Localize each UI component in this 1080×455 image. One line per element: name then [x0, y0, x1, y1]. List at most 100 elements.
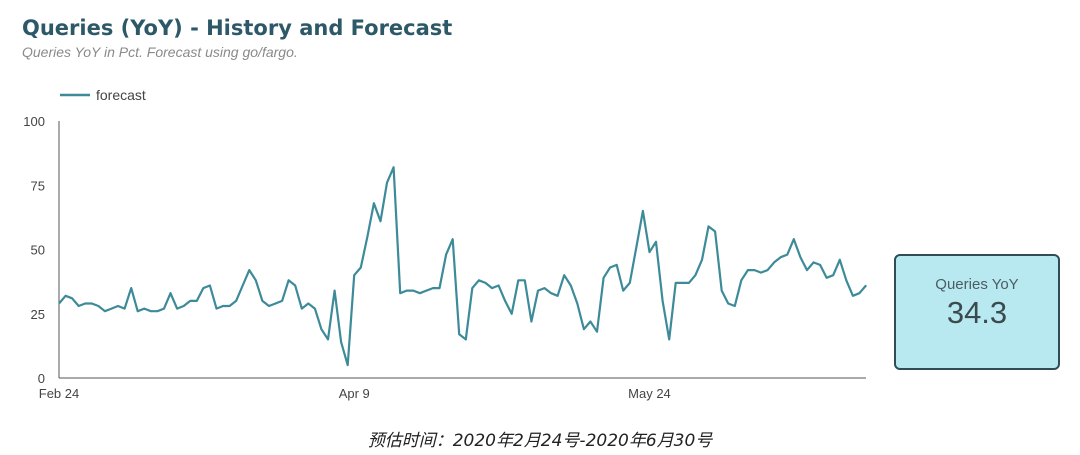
data-point	[242, 284, 244, 287]
data-point	[156, 310, 158, 312]
data-point	[616, 264, 618, 266]
data-point	[865, 284, 867, 287]
data-point	[78, 305, 80, 307]
data-point	[550, 292, 552, 294]
data-point	[701, 259, 703, 261]
data-point	[603, 277, 605, 279]
data-point	[799, 256, 802, 258]
data-point	[714, 230, 716, 233]
data-point	[124, 308, 126, 310]
data-point	[740, 279, 742, 281]
data-point	[675, 282, 677, 284]
data-point	[465, 338, 467, 340]
x-tick-label: May 24	[628, 386, 671, 401]
data-point	[773, 261, 775, 263]
series-line-forecast	[58, 166, 867, 367]
data-point	[353, 274, 355, 276]
data-point	[832, 274, 834, 276]
data-point	[117, 305, 119, 307]
data-point	[570, 284, 572, 287]
data-point	[261, 300, 263, 302]
data-point	[294, 284, 296, 287]
data-point	[609, 266, 611, 269]
data-point	[557, 295, 559, 297]
data-point	[196, 300, 198, 302]
data-point	[727, 302, 729, 305]
data-point	[819, 264, 821, 266]
data-point	[596, 331, 598, 333]
data-point	[412, 290, 414, 292]
data-point	[629, 282, 631, 284]
data-point	[235, 300, 237, 302]
data-point	[438, 287, 441, 289]
data-point	[347, 364, 349, 366]
data-point	[648, 251, 651, 253]
data-point	[406, 290, 408, 292]
data-point	[576, 302, 578, 305]
data-point	[767, 269, 769, 271]
data-point	[793, 238, 795, 240]
x-tick-label: Apr 9	[339, 386, 370, 401]
data-point	[688, 282, 690, 284]
scorecard-value: 34.3	[946, 295, 1008, 330]
data-point	[484, 282, 487, 284]
data-point	[91, 302, 93, 305]
data-point	[366, 236, 368, 238]
y-tick-label: 0	[38, 371, 45, 386]
data-point	[681, 282, 683, 284]
legend-label-forecast: forecast	[96, 87, 146, 103]
data-point	[655, 241, 657, 243]
data-point	[169, 292, 172, 294]
data-point	[589, 320, 592, 323]
data-point	[301, 308, 303, 310]
data-point	[419, 292, 421, 294]
data-point	[176, 308, 178, 310]
chart-title: Queries (YoY) - History and Forecast	[22, 16, 453, 40]
data-point	[97, 305, 99, 307]
data-point	[517, 279, 519, 281]
data-point	[71, 297, 73, 299]
data-point	[222, 305, 224, 307]
data-point	[504, 300, 506, 302]
data-point	[498, 284, 500, 287]
data-point	[340, 341, 342, 343]
data-point	[511, 313, 513, 315]
data-point	[839, 259, 841, 261]
data-point	[334, 290, 336, 292]
data-point	[826, 277, 828, 279]
data-point	[281, 300, 283, 302]
data-point	[163, 308, 165, 310]
data-point	[379, 220, 382, 222]
data-point	[858, 292, 861, 294]
data-point	[786, 254, 788, 256]
data-point	[386, 182, 388, 184]
data-point	[524, 279, 526, 281]
x-axis: Feb 24 Apr 9 May 24	[39, 377, 866, 401]
data-point	[445, 254, 447, 256]
data-point	[622, 290, 624, 292]
data-point	[137, 310, 139, 312]
data-point	[209, 284, 211, 287]
data-point	[668, 338, 670, 340]
data-point	[274, 302, 277, 305]
data-point	[458, 333, 460, 335]
data-point	[635, 246, 638, 248]
y-tick-label: 50	[31, 243, 45, 258]
data-point	[150, 310, 152, 312]
data-point	[721, 290, 723, 292]
data-point	[845, 279, 847, 281]
data-point	[760, 272, 762, 274]
data-point	[852, 295, 854, 297]
y-tick-label: 100	[23, 114, 45, 129]
data-point	[288, 279, 290, 281]
data-point	[248, 269, 250, 271]
data-point	[694, 274, 697, 276]
series-forecast	[58, 166, 867, 367]
data-point	[327, 338, 329, 340]
data-point	[753, 269, 756, 271]
data-point	[747, 269, 749, 271]
data-point	[360, 266, 362, 269]
data-point	[58, 302, 60, 305]
data-point	[307, 302, 309, 305]
